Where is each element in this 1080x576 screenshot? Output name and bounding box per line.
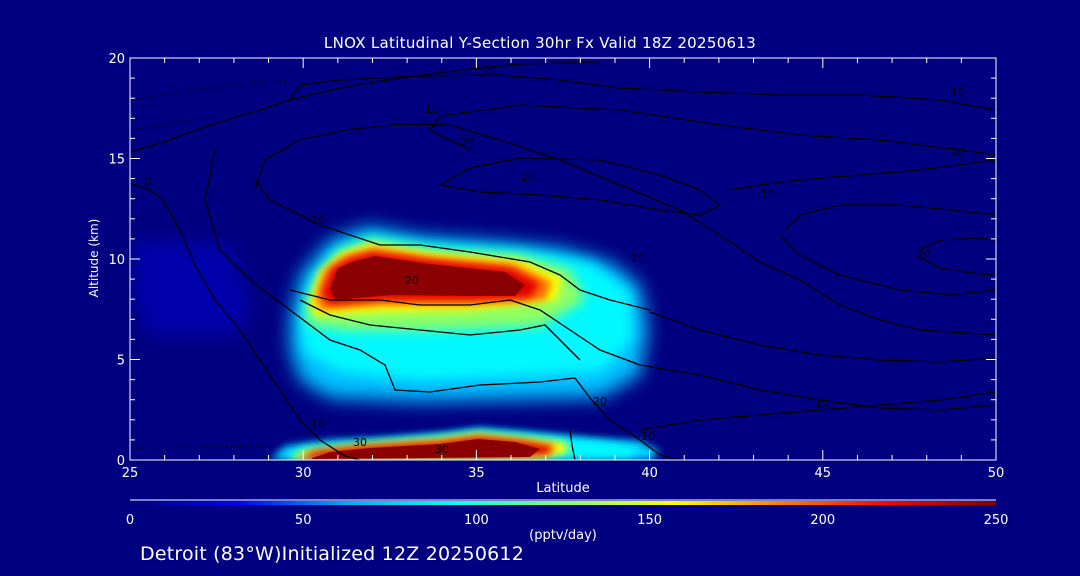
y-tick-label: 15 bbox=[108, 153, 125, 168]
contour-line bbox=[204, 149, 681, 460]
contour-label: 10 bbox=[951, 86, 965, 99]
contour-line bbox=[919, 237, 996, 251]
contour-label: 20 bbox=[461, 136, 475, 149]
y-tick-label: 0 bbox=[117, 454, 125, 469]
x-tick-label: 50 bbox=[988, 466, 1005, 481]
colorbar-tick-label: 200 bbox=[810, 513, 835, 528]
x-tick-label: 30 bbox=[295, 466, 312, 481]
contour-label: 20 bbox=[311, 214, 325, 227]
heat-surface-core bbox=[312, 439, 540, 459]
contour-line bbox=[289, 289, 996, 411]
colorbar-tick-label: 50 bbox=[295, 513, 312, 528]
y-tick-label: 20 bbox=[108, 52, 125, 67]
x-tick-label: 35 bbox=[468, 466, 485, 481]
chart-title: LNOX Latitudinal Y-Section 30hr Fx Valid… bbox=[323, 34, 757, 52]
heat-region-faint-west bbox=[135, 240, 250, 335]
contour-label: -10 bbox=[637, 430, 655, 443]
contour-label: 30 bbox=[353, 436, 367, 449]
contour-line bbox=[779, 234, 996, 296]
contour-label: 0 bbox=[145, 176, 152, 189]
contour-line bbox=[784, 204, 996, 231]
colorbar-tick-label: 0 bbox=[126, 513, 134, 528]
x-tick-label: 25 bbox=[122, 466, 139, 481]
colorbar-ticks: 0 50 100 150 200 250 bbox=[126, 513, 1009, 528]
colorbar bbox=[130, 501, 996, 505]
contour-label: 20 bbox=[521, 171, 535, 184]
contour-label: 20 bbox=[593, 395, 607, 408]
contour-label: 20 bbox=[951, 145, 965, 158]
heat-region-core bbox=[330, 256, 525, 300]
footer-caption: Detroit (83°W)Initialized 12Z 20250612 bbox=[140, 543, 525, 565]
dashed-contour-line bbox=[134, 445, 271, 449]
contour-label: 10 bbox=[425, 103, 439, 116]
contour-label: 30 bbox=[435, 443, 449, 456]
contour-line bbox=[639, 391, 996, 431]
dashed-contours bbox=[130, 79, 291, 449]
axis-ticks: 25 30 35 40 45 50 0 5 10 15 20 bbox=[108, 52, 1004, 481]
contour-line bbox=[130, 61, 601, 153]
contour-line bbox=[729, 159, 996, 191]
heat-field bbox=[135, 226, 660, 460]
colorbar-tick-label: 250 bbox=[984, 513, 1009, 528]
contour-line bbox=[299, 299, 581, 361]
contour-line bbox=[917, 255, 996, 276]
contour-label: 10 bbox=[311, 418, 325, 431]
contour-label: 20 bbox=[631, 252, 645, 265]
contour-label: 20 bbox=[483, 64, 497, 77]
colorbar-units-label: (pptv/day) bbox=[529, 528, 597, 543]
y-tick-label: 5 bbox=[117, 354, 125, 369]
y-tick-label: 10 bbox=[108, 253, 125, 268]
contour-label: 10 bbox=[815, 397, 829, 410]
dashed-contour-line bbox=[130, 117, 201, 131]
contour-label: 20 bbox=[405, 274, 419, 287]
contour-line bbox=[438, 157, 722, 216]
contour-line bbox=[569, 429, 576, 460]
colorbar-tick-label: 100 bbox=[464, 513, 489, 528]
contour-line bbox=[254, 123, 996, 336]
contour-line bbox=[649, 311, 996, 363]
x-tick-label: 40 bbox=[641, 466, 658, 481]
dashed-contour-line bbox=[130, 79, 291, 101]
contour-label: 20 bbox=[917, 248, 931, 261]
contour-lines bbox=[130, 61, 996, 460]
contour-line bbox=[130, 182, 361, 460]
x-tick-label: 45 bbox=[815, 466, 832, 481]
contour-line bbox=[429, 104, 996, 156]
x-axis-label: Latitude bbox=[536, 481, 590, 496]
contour-label: 10 bbox=[761, 188, 775, 201]
contour-line bbox=[289, 74, 996, 111]
colorbar-tick-label: 150 bbox=[637, 513, 662, 528]
contour-line bbox=[254, 179, 651, 311]
contour-labels: 0 10 10 10 10 10 20 20 20 20 20 20 20 20 20 30 30 -10 bbox=[145, 64, 966, 456]
